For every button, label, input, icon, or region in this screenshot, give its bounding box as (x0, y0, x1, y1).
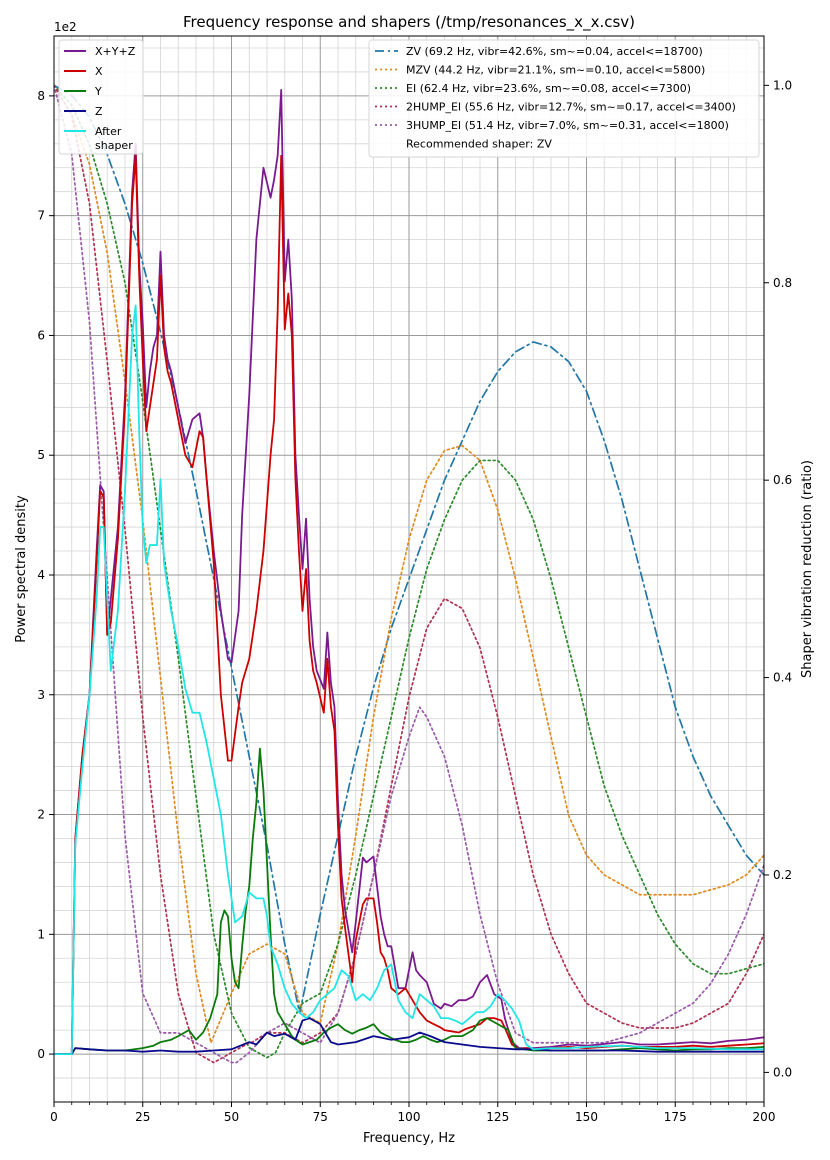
x-tick-label: 100 (398, 1110, 421, 1124)
y2-tick-label: 0.0 (773, 1065, 792, 1079)
legend-label: ZV (69.2 Hz, vibr=42.6%, sm~=0.04, accel… (406, 45, 703, 58)
axes: 0 25 50 75 100 125 150 175 200 0 1 2 3 4 5 6 7 8 0.0 0.2 0.4… (37, 78, 792, 1124)
grid (53, 36, 765, 1102)
legend-label: Z (95, 105, 103, 118)
y-tick-label: 5 (37, 448, 45, 462)
y2-tick-label: 0.2 (773, 868, 792, 882)
psd-legend: X+Y+Z XYZ After shaper (58, 39, 144, 155)
y-tick-label: 3 (37, 688, 45, 702)
x-tick-label: 75 (313, 1110, 328, 1124)
x-tick-label: 175 (664, 1110, 687, 1124)
y-tick-label: 2 (37, 808, 45, 822)
legend-label: 2HUMP_EI (55.6 Hz, vibr=12.7%, sm~=0.17,… (406, 101, 736, 114)
x-tick-label: 200 (753, 1110, 776, 1124)
recommended-shaper-label: Recommended shaper: ZV (406, 138, 552, 151)
plot-area (54, 84, 764, 1064)
legend-label: After shaper (95, 125, 133, 152)
y2-axis-label: Shaper vibration reduction (ratio) (800, 460, 815, 678)
y-tick-label: 0 (37, 1047, 45, 1061)
series-line-3hump_ei (54, 84, 764, 1064)
y2-tick-label: 0.4 (773, 671, 792, 685)
y2-tick-label: 1.0 (773, 78, 792, 92)
y-tick-label: 1 (37, 927, 45, 941)
legend-label: Y (94, 85, 102, 98)
x-tick-label: 0 (50, 1110, 58, 1124)
x-tick-label: 50 (224, 1110, 239, 1124)
series-line-x+y+z (54, 89, 764, 1055)
x-axis-label: Frequency, Hz (363, 1131, 455, 1146)
shaper-legend-frame (368, 39, 760, 158)
y2-tick-label: 0.6 (773, 473, 792, 487)
y-multiplier-label: 1e2 (54, 20, 77, 34)
legend-label: EI (62.4 Hz, vibr=23.6%, sm~=0.08, accel… (406, 82, 691, 95)
legend-label: MZV (44.2 Hz, vibr=21.1%, sm~=0.10, acce… (406, 64, 705, 77)
x-tick-label: 25 (135, 1110, 150, 1124)
series-line-x (54, 154, 764, 1055)
legend-label: X (95, 65, 103, 78)
shaper-legend: ZV (69.2 Hz, vibr=42.6%, sm~=0.04, accel… (368, 39, 760, 158)
psd-legend-frame (58, 39, 144, 155)
x-tick-label: 150 (575, 1110, 598, 1124)
y-tick-label: 4 (37, 568, 45, 582)
chart-title: Frequency response and shapers (/tmp/res… (183, 13, 635, 32)
series-line-2hump_ei (54, 84, 764, 1064)
y-tick-label: 7 (37, 209, 45, 223)
y-axis-label: Power spectral density (14, 495, 29, 643)
series-line-mzv (54, 84, 764, 1044)
y-tick-label: 6 (37, 328, 45, 342)
legend-label: 3HUMP_EI (51.4 Hz, vibr=7.0%, sm~=0.31, … (406, 119, 729, 132)
legend-label: X+Y+Z (95, 45, 136, 58)
y2-tick-label: 0.8 (773, 276, 792, 290)
x-tick-label: 125 (486, 1110, 509, 1124)
y-tick-label: 8 (37, 89, 45, 103)
series-line-after-shaper (54, 304, 764, 1055)
